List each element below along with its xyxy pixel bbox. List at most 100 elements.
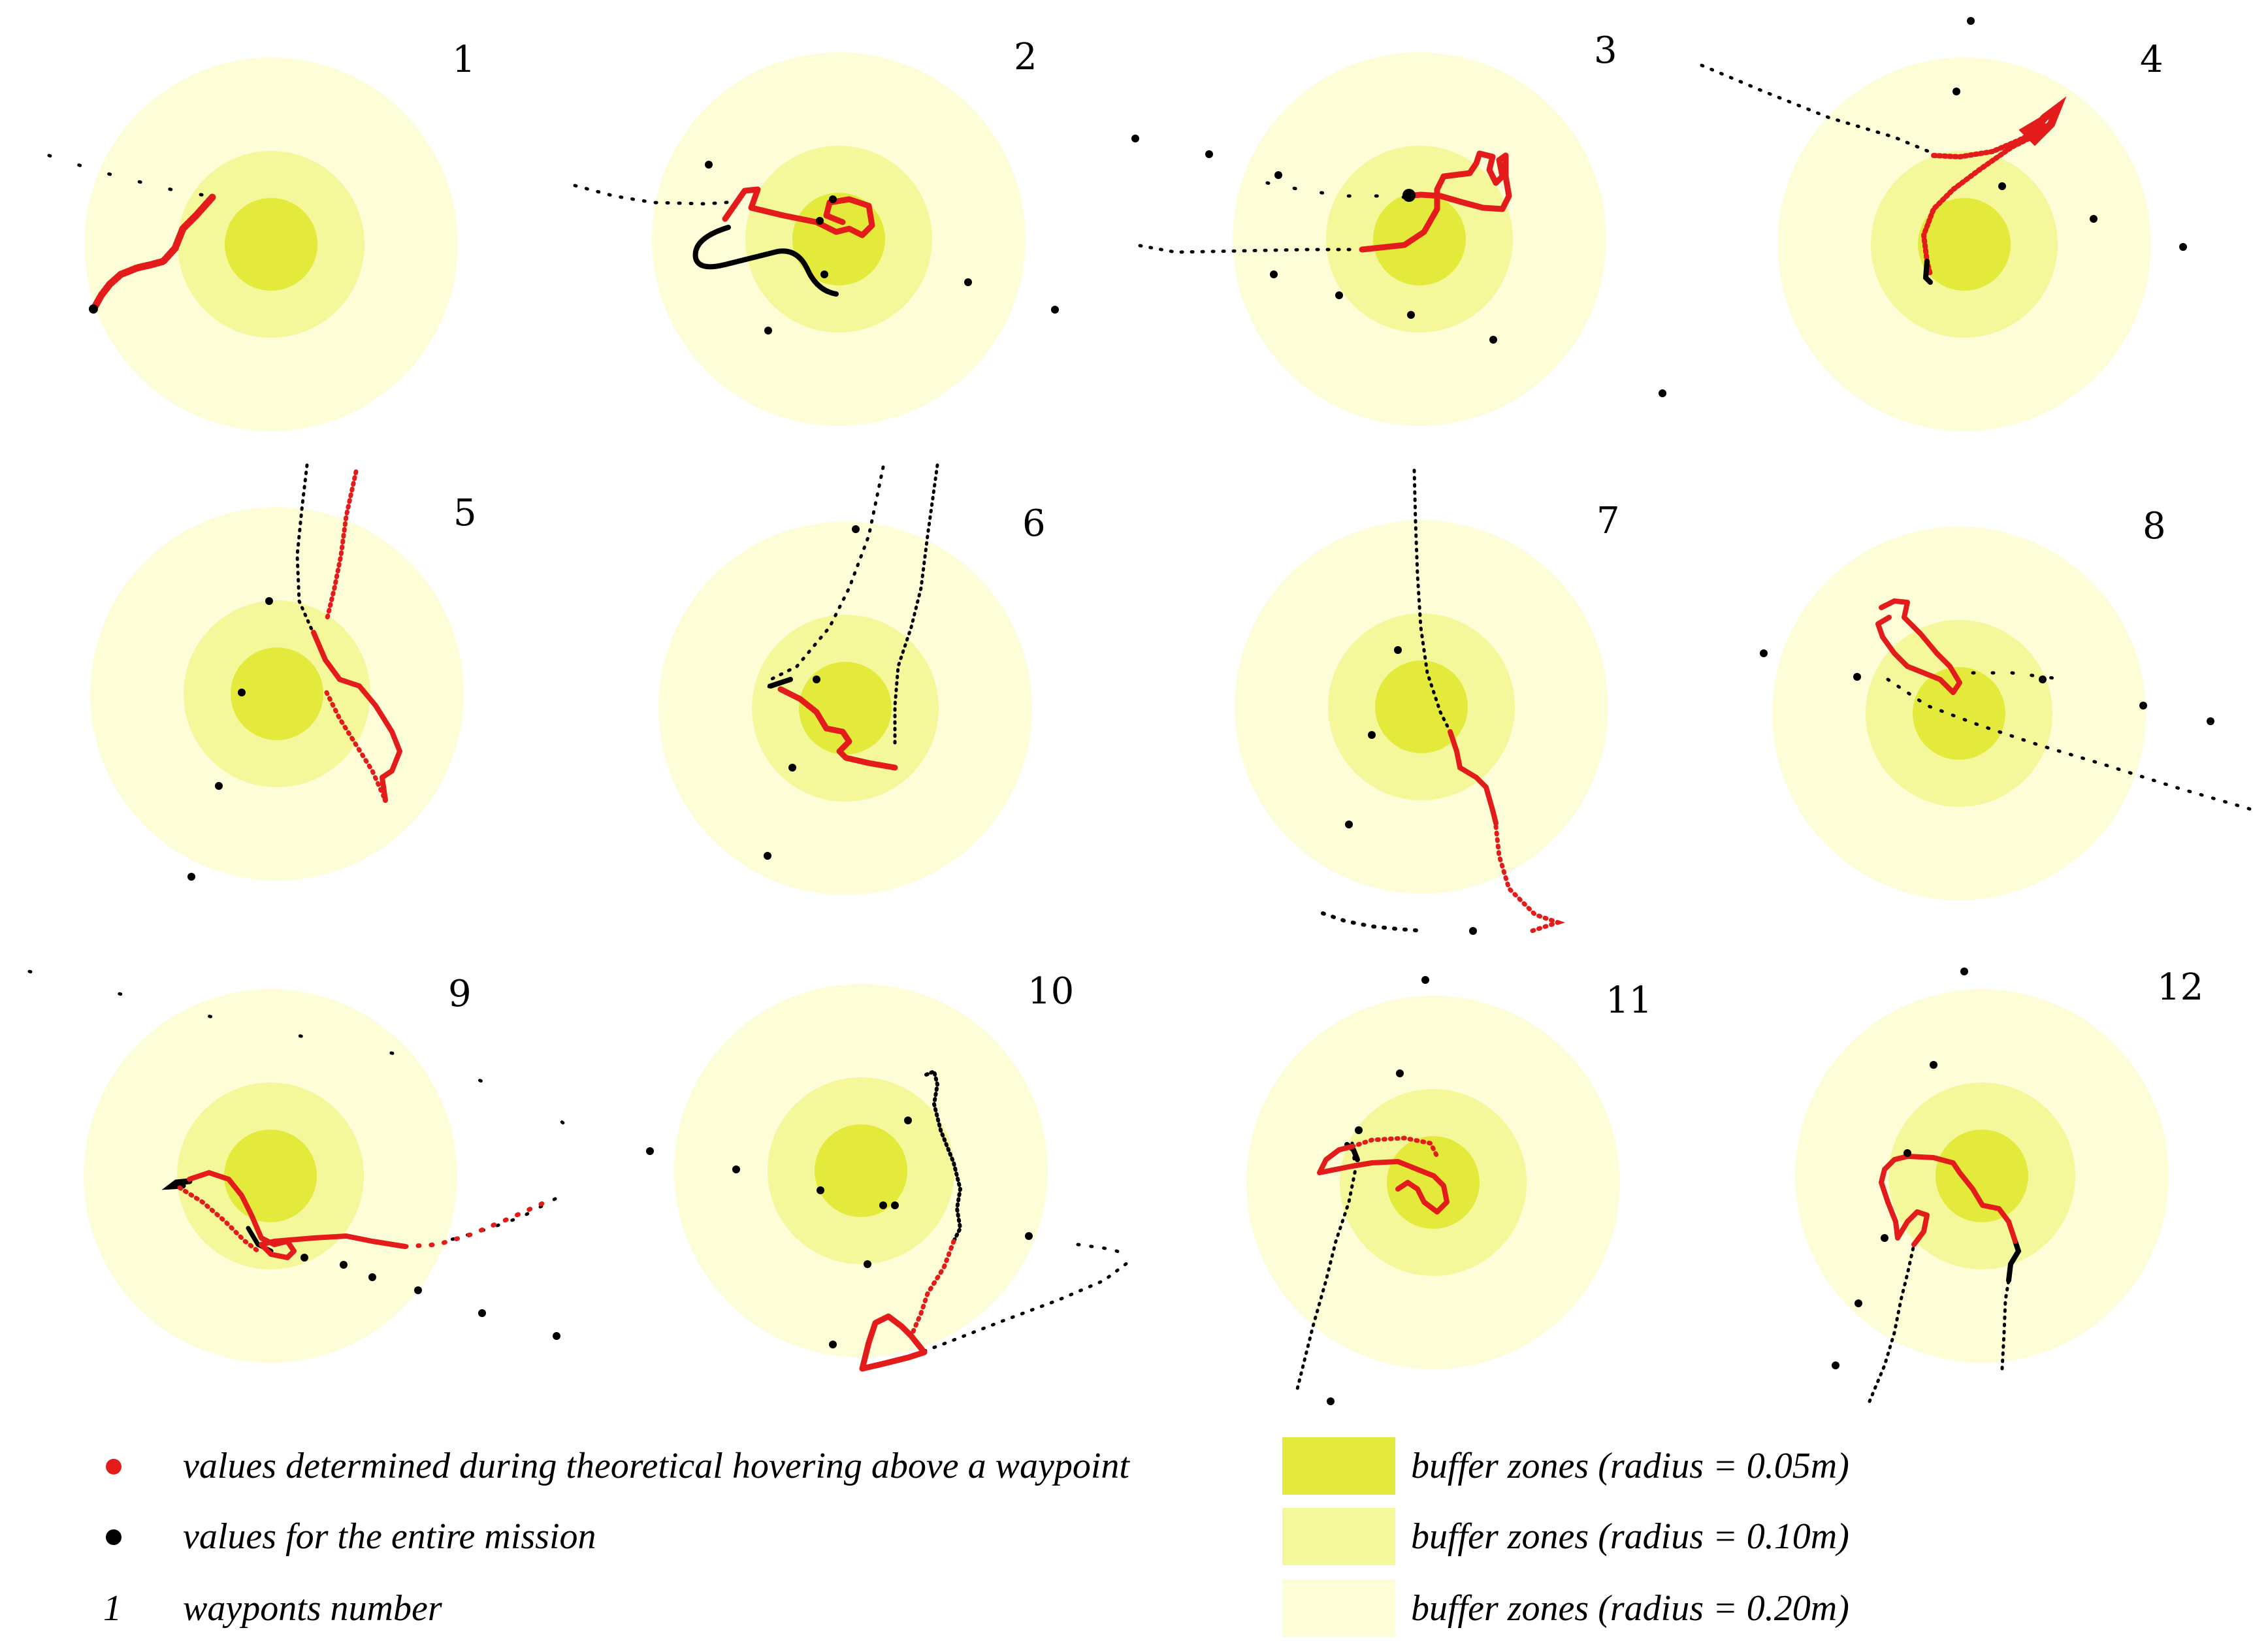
buffer-zone-005: [1918, 198, 2011, 291]
buffer-zone-005: [1373, 193, 1466, 285]
panel-7: 7: [1235, 468, 1620, 935]
legend-swatch-zone-020: [1282, 1580, 1395, 1637]
waypoint-number: 10: [1028, 970, 1074, 1013]
mission-track: [1700, 63, 1936, 155]
mission-point: [478, 1309, 486, 1317]
mission-point: [414, 1286, 422, 1294]
mission-point: [817, 1186, 824, 1194]
mission-point: [1960, 968, 1968, 975]
hover-track: [859, 1313, 928, 1372]
waypoint-number: 2: [1014, 36, 1037, 78]
hover-track: [324, 690, 388, 803]
mission-point: [1131, 135, 1139, 142]
hover-track: [1920, 122, 2047, 277]
mission-point: [879, 1201, 887, 1209]
mission-point: [1881, 1234, 1888, 1242]
mission-point: [1855, 1299, 1862, 1307]
mission-point: [340, 1261, 348, 1269]
mission-point: [238, 689, 246, 696]
waypoint-number: 4: [2140, 39, 2163, 81]
panel-9: 9: [27, 969, 577, 1363]
panel-12: 12: [1795, 966, 2203, 1403]
waypoint-number: 3: [1594, 29, 1617, 72]
mission-track: [692, 225, 839, 297]
panel-3: 3: [1131, 29, 1666, 426]
legend-number-symbol: 1: [103, 1588, 122, 1629]
buffer-zone-005: [792, 193, 885, 285]
legend-swatch-zone-010: [1282, 1508, 1395, 1565]
mission-point: [2179, 243, 2187, 251]
hover-track: [187, 1170, 408, 1260]
mission-point: [1967, 17, 1975, 25]
mission-point: [1489, 336, 1497, 344]
hover-track: [91, 193, 216, 311]
mission-point: [1760, 649, 1768, 657]
mission-track: [1868, 1243, 1916, 1403]
mission-point: [1205, 150, 1213, 158]
mission-point: [1832, 1361, 1839, 1369]
hover-point-legend-marker: [106, 1459, 122, 1474]
mission-point: [1274, 171, 1282, 179]
buffer-zone-005: [1936, 1130, 2028, 1222]
mission-point: [813, 676, 820, 683]
mission-point: [1407, 311, 1415, 319]
waypoint-number: 8: [2143, 505, 2166, 547]
buffer-zone-005: [1387, 1136, 1480, 1229]
mission-track: [295, 463, 316, 636]
hover-track: [909, 1239, 956, 1339]
mission-point: [1402, 189, 1416, 202]
mission-point: [1051, 306, 1059, 314]
mission-point: [368, 1273, 376, 1281]
waypoint-number: 12: [2157, 966, 2203, 1009]
mission-point: [891, 1201, 899, 1209]
hover-track: [177, 1185, 261, 1254]
mission-point: [1270, 270, 1278, 278]
mission-point: [864, 1260, 871, 1268]
mission-point: [764, 327, 772, 334]
legend: values determined during theoretical hov…: [103, 1437, 1849, 1637]
panel-11: 11: [1246, 976, 1652, 1405]
waypoint-number: 7: [1596, 500, 1620, 542]
mission-point: [1421, 976, 1429, 984]
legend-swatch-zone-005: [1282, 1437, 1395, 1495]
mission-point: [1659, 389, 1666, 397]
mission-point: [265, 597, 273, 605]
buffer-zone-005: [799, 662, 892, 755]
legend-zone-005-label: buffer zones (radius = 0.05m): [1411, 1446, 1849, 1486]
hover-track: [311, 630, 402, 803]
mission-point: [829, 195, 837, 203]
mission-track: [768, 677, 793, 689]
mission-track: [1076, 1243, 1129, 1256]
mission-point: [904, 1116, 912, 1124]
mission-point: [1327, 1397, 1335, 1405]
hover-track: [402, 1199, 548, 1249]
mission-track: [1295, 1141, 1357, 1393]
hover-track: [1879, 1154, 2018, 1247]
panel-6: 6: [658, 463, 1046, 895]
mission-track: [1412, 468, 1452, 734]
mission-point: [646, 1147, 654, 1155]
mission-track: [2006, 1239, 2022, 1283]
legend-hover-label: values determined during theoretical hov…: [183, 1446, 1130, 1486]
hover-track: [1350, 1135, 1440, 1159]
mission-point: [764, 852, 771, 860]
buffer-zone-005: [1913, 667, 2005, 760]
mission-track: [893, 463, 939, 747]
hover-track: [1493, 824, 1566, 934]
mission-point: [1469, 927, 1477, 935]
mission-point: [300, 1254, 308, 1262]
hover-track: [2018, 96, 2067, 146]
buffer-zone-005: [1375, 660, 1468, 753]
mission-point: [2090, 215, 2098, 223]
hover-track: [1875, 598, 1962, 695]
hover-track: [722, 186, 875, 238]
panel-1: 1: [47, 39, 476, 431]
mission-track: [893, 1259, 1132, 1364]
mission-point: [732, 1165, 740, 1173]
mission-point: [705, 161, 713, 169]
panel-5: 5: [90, 463, 477, 881]
mission-point: [1394, 646, 1402, 654]
mission-point: [1368, 731, 1376, 739]
waypoint-number: 11: [1606, 979, 1652, 1022]
buffer-zone-005: [224, 1130, 317, 1222]
